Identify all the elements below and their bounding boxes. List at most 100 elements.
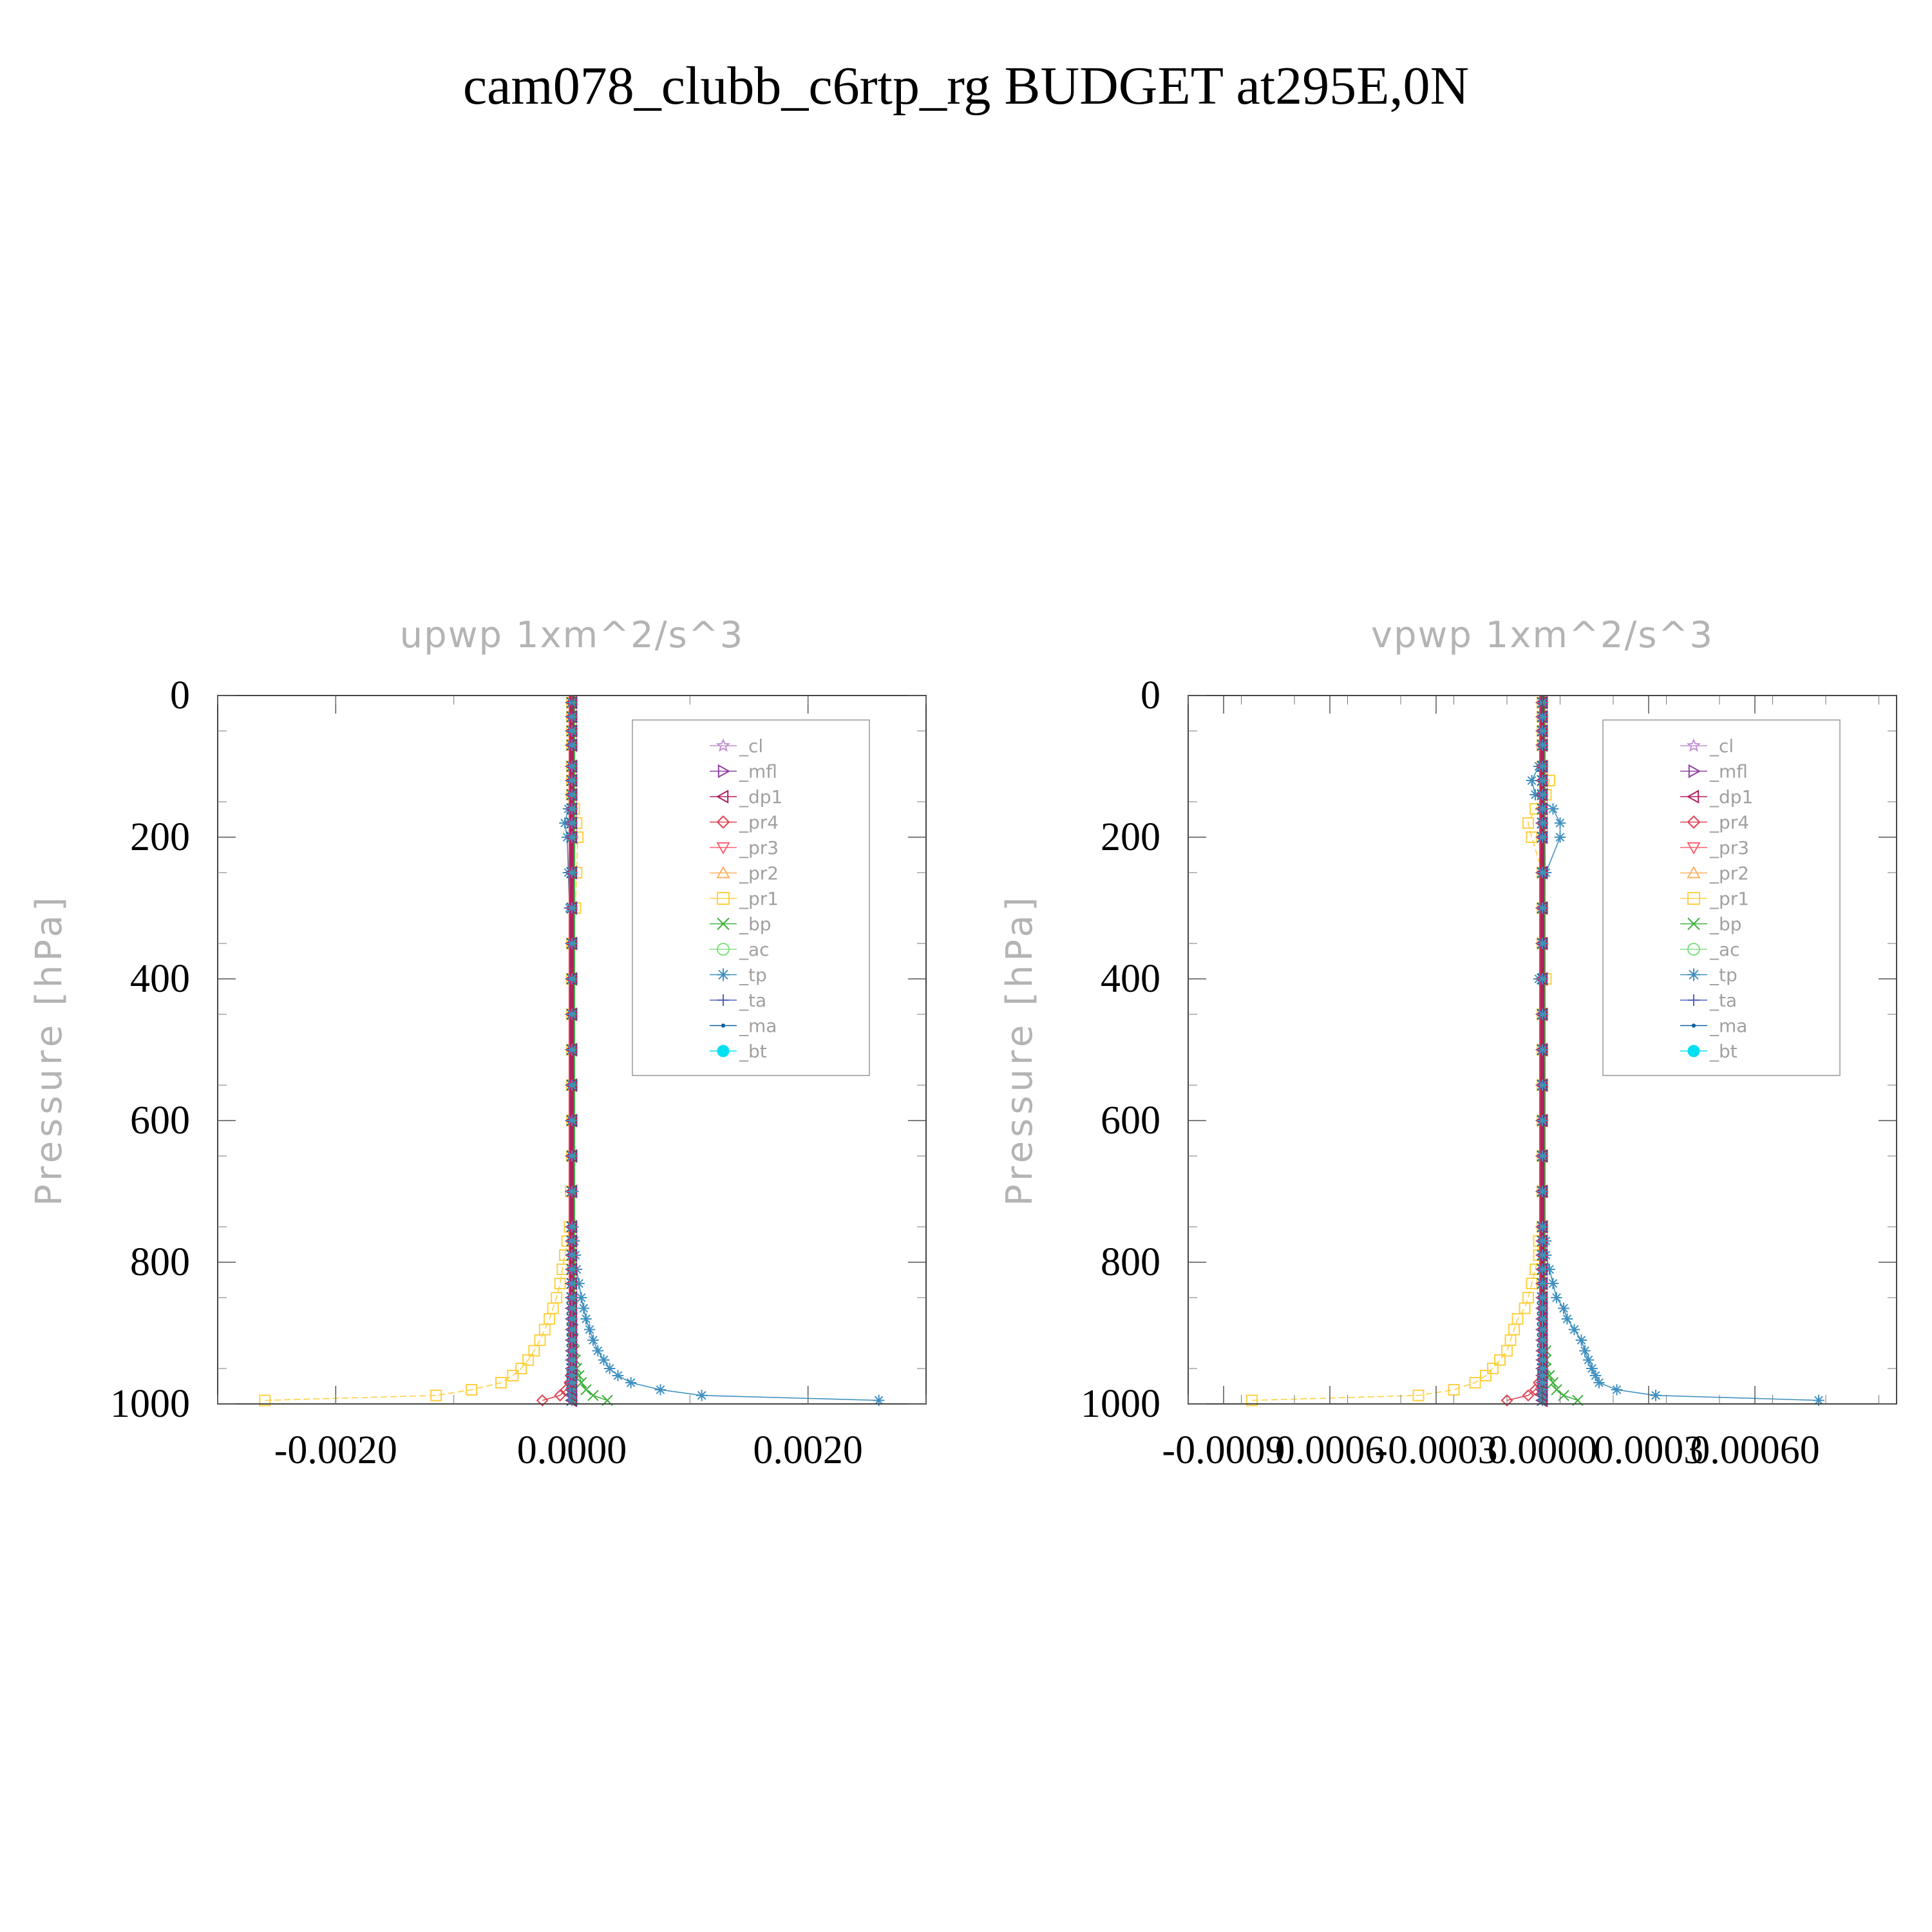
data-point <box>625 1377 637 1388</box>
legend-label: _ac <box>1709 939 1740 960</box>
series-line <box>265 703 579 1401</box>
data-point <box>1544 1264 1555 1275</box>
data-point <box>696 1390 708 1401</box>
data-point <box>1611 1384 1623 1396</box>
data-point <box>538 1323 551 1336</box>
data-point <box>654 1384 667 1396</box>
zero-marker <box>1537 725 1548 737</box>
legend-label: _pr2 <box>739 863 779 884</box>
zero-marker <box>1537 1150 1548 1162</box>
y-tick-label: 600 <box>130 1099 190 1142</box>
legend-item: _ta <box>1680 990 1737 1011</box>
data-point <box>575 1377 587 1388</box>
zero-marker <box>1537 1370 1548 1381</box>
x-tick-label: -0.0020 <box>274 1428 397 1472</box>
data-point <box>1551 1292 1562 1303</box>
data-point <box>1589 1370 1602 1381</box>
legend-item: _tp <box>1680 965 1738 986</box>
zero-marker <box>566 973 578 985</box>
zero-marker <box>1537 817 1548 829</box>
zero-marker <box>1537 1221 1548 1233</box>
legend-box <box>1602 719 1841 1076</box>
figure-title: cam078_clubb_c6rtp_rg BUDGET at295E,0N <box>462 56 1470 116</box>
zero-marker <box>566 711 578 723</box>
data-point <box>554 1389 567 1402</box>
zero-marker <box>566 1313 578 1325</box>
zero-marker <box>1537 1354 1548 1366</box>
zero-marker <box>1537 1115 1548 1126</box>
legend-label: _ma <box>1709 1016 1747 1037</box>
zero-marker <box>566 1323 578 1336</box>
y-tick-label: 800 <box>130 1240 190 1284</box>
legend-label: _bt <box>1709 1041 1738 1062</box>
zero-marker <box>566 1009 578 1020</box>
legend-label: _bt <box>739 1041 767 1062</box>
legend-item: _ac <box>710 939 770 960</box>
zero-marker <box>566 1264 578 1275</box>
data-point <box>583 1323 596 1336</box>
data-point <box>1487 1363 1499 1374</box>
x-tick-label: -0.0003 <box>1374 1428 1497 1472</box>
y-tick-label: 600 <box>1101 1099 1160 1142</box>
legend-item: _pr2 <box>710 863 779 884</box>
data-point <box>1501 1394 1513 1406</box>
data-point <box>575 1292 587 1303</box>
data-point <box>1551 1384 1562 1396</box>
zero-marker <box>566 817 578 829</box>
bt-marker-icon <box>1687 1045 1700 1057</box>
zero-marker <box>566 761 578 772</box>
data-point <box>466 1384 478 1396</box>
data-point <box>1547 1377 1559 1388</box>
x-tick-label: -0.0009 <box>1162 1428 1285 1472</box>
data-point <box>534 1334 546 1346</box>
legend-box <box>632 719 870 1076</box>
bp-marker-icon <box>717 917 730 931</box>
zero-marker <box>566 725 578 737</box>
zero-marker <box>566 938 578 949</box>
zero-marker <box>1537 902 1548 914</box>
y-tick-label: 200 <box>1101 815 1160 859</box>
legend-item: _bt <box>1680 1041 1738 1062</box>
data-point <box>1554 831 1566 843</box>
legend-label: _pr1 <box>739 888 779 909</box>
legend-label: _pr2 <box>1709 863 1749 884</box>
zero-marker <box>566 1235 578 1247</box>
zero-marker <box>566 902 578 914</box>
zero-marker <box>566 1221 578 1233</box>
cl-marker-icon <box>1686 738 1701 752</box>
legend-item: _pr2 <box>1680 863 1749 884</box>
zero-marker <box>566 1302 578 1314</box>
data-point <box>1246 1394 1258 1406</box>
data-point <box>1650 1390 1662 1401</box>
legend-label: _tp <box>739 965 767 986</box>
series-pr1 <box>259 697 584 1406</box>
legend-label: _mfl <box>1709 761 1748 782</box>
cl-marker-icon <box>715 738 731 752</box>
legend-item: _pr3 <box>1680 837 1749 858</box>
zero-marker <box>566 867 578 878</box>
data-point <box>1480 1370 1492 1381</box>
legend-label: _cl <box>1709 735 1734 757</box>
zero-marker <box>1537 1186 1548 1197</box>
panel-title: vpwp 1xm^2/s^3 <box>1371 614 1714 656</box>
legend-label: _cl <box>739 735 763 757</box>
zero-marker <box>566 1363 578 1374</box>
data-point <box>495 1377 507 1388</box>
y-tick-label: 1000 <box>110 1382 190 1426</box>
pr4-marker-icon <box>716 815 730 829</box>
legend-item: _bt <box>710 1041 767 1062</box>
data-point <box>259 1394 271 1406</box>
legend-label: _ta <box>739 990 766 1011</box>
zero-marker <box>1537 1345 1548 1357</box>
legend-item: _mfl <box>710 761 777 782</box>
legend-label: _pr4 <box>1709 812 1749 833</box>
legend-label: _pr3 <box>739 837 779 858</box>
pr3-marker-icon <box>1687 842 1701 855</box>
legend-label: _mfl <box>739 761 777 782</box>
ac-marker-icon <box>1687 943 1700 956</box>
tp-marker-icon <box>717 968 730 981</box>
zero-marker <box>1537 973 1548 985</box>
dp1-marker-icon <box>715 790 729 804</box>
y-tick-label: 0 <box>1141 674 1160 717</box>
mfl-marker-icon <box>717 764 731 779</box>
